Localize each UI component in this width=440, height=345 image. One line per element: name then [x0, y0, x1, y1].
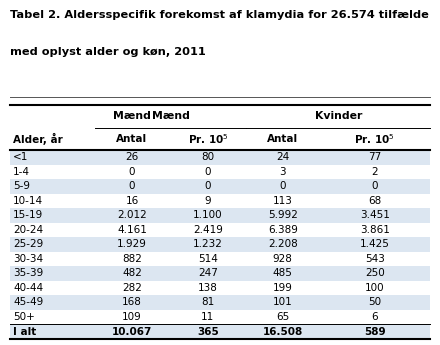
Text: 50+: 50+	[13, 312, 35, 322]
Text: 282: 282	[122, 283, 142, 293]
Text: 5-9: 5-9	[13, 181, 30, 191]
Text: 0: 0	[205, 181, 211, 191]
Text: 3.451: 3.451	[360, 210, 389, 220]
Text: 10.067: 10.067	[112, 326, 152, 336]
Bar	[10, 310, 430, 324]
Text: 1.929: 1.929	[117, 239, 147, 249]
Text: 589: 589	[364, 326, 385, 336]
Text: 113: 113	[273, 196, 293, 206]
Text: Pr. 10$^5$: Pr. 10$^5$	[354, 132, 395, 146]
Text: Antal: Antal	[267, 134, 298, 144]
Text: 35-39: 35-39	[13, 268, 44, 278]
Text: 0: 0	[279, 181, 286, 191]
Text: 1.425: 1.425	[360, 239, 389, 249]
Text: Kvinder: Kvinder	[315, 111, 362, 121]
Bar	[10, 179, 430, 194]
Text: 365: 365	[197, 326, 219, 336]
Text: 3: 3	[279, 167, 286, 177]
Bar	[10, 208, 430, 223]
Text: 1.100: 1.100	[193, 210, 223, 220]
Bar	[10, 266, 430, 281]
Text: 24: 24	[276, 152, 290, 162]
Text: Alder, år: Alder, år	[13, 133, 63, 145]
Text: 77: 77	[368, 152, 381, 162]
Text: <1: <1	[13, 152, 29, 162]
Bar	[10, 194, 430, 208]
Text: 2: 2	[371, 167, 378, 177]
Text: 4.161: 4.161	[117, 225, 147, 235]
Text: 45-49: 45-49	[13, 297, 44, 307]
Text: I alt: I alt	[13, 326, 37, 336]
Text: 6: 6	[371, 312, 378, 322]
Text: Mænd: Mænd	[113, 111, 151, 121]
Text: 2.419: 2.419	[193, 225, 223, 235]
Text: 1.232: 1.232	[193, 239, 223, 249]
Text: 543: 543	[365, 254, 385, 264]
Text: 168: 168	[122, 297, 142, 307]
Text: Tabel 2. Aldersspecifik forekomst af klamydia for 26.574 tilfælde: Tabel 2. Aldersspecifik forekomst af kla…	[10, 10, 429, 20]
Text: 81: 81	[201, 297, 215, 307]
Text: 16: 16	[125, 196, 139, 206]
Text: 485: 485	[273, 268, 293, 278]
Text: Mænd: Mænd	[151, 111, 190, 121]
Text: 928: 928	[273, 254, 293, 264]
Text: 0: 0	[129, 167, 135, 177]
Text: 15-19: 15-19	[13, 210, 44, 220]
Text: 50: 50	[368, 297, 381, 307]
Text: 40-44: 40-44	[13, 283, 43, 293]
Text: 16.508: 16.508	[263, 326, 303, 336]
Text: 100: 100	[365, 283, 385, 293]
Text: 109: 109	[122, 312, 142, 322]
Bar	[10, 295, 430, 310]
Text: 5.992: 5.992	[268, 210, 297, 220]
Text: Pr. 10$^5$: Pr. 10$^5$	[187, 132, 228, 146]
Text: 26: 26	[125, 152, 139, 162]
Bar	[10, 237, 430, 252]
Bar	[10, 165, 430, 179]
Text: 0: 0	[129, 181, 135, 191]
Text: 3.861: 3.861	[360, 225, 389, 235]
Bar	[10, 252, 430, 266]
Text: med oplyst alder og køn, 2011: med oplyst alder og køn, 2011	[10, 47, 205, 57]
Text: 9: 9	[205, 196, 211, 206]
Bar	[10, 150, 430, 165]
Text: 30-34: 30-34	[13, 254, 43, 264]
Text: 250: 250	[365, 268, 385, 278]
Text: 0: 0	[371, 181, 378, 191]
Text: 482: 482	[122, 268, 142, 278]
Bar	[10, 281, 430, 295]
Text: 247: 247	[198, 268, 218, 278]
Text: 0: 0	[205, 167, 211, 177]
Text: 101: 101	[273, 297, 293, 307]
Text: 2.208: 2.208	[268, 239, 297, 249]
Text: 2.012: 2.012	[117, 210, 147, 220]
Text: 138: 138	[198, 283, 218, 293]
Text: 199: 199	[273, 283, 293, 293]
Text: 514: 514	[198, 254, 218, 264]
Text: 20-24: 20-24	[13, 225, 43, 235]
Text: 11: 11	[201, 312, 215, 322]
Bar	[10, 223, 430, 237]
Text: Antal: Antal	[117, 134, 147, 144]
Text: 25-29: 25-29	[13, 239, 44, 249]
Bar	[10, 324, 430, 339]
Text: 1-4: 1-4	[13, 167, 30, 177]
Text: 65: 65	[276, 312, 290, 322]
Text: 68: 68	[368, 196, 381, 206]
Text: 882: 882	[122, 254, 142, 264]
Text: 10-14: 10-14	[13, 196, 43, 206]
Text: 80: 80	[202, 152, 214, 162]
Text: 6.389: 6.389	[268, 225, 297, 235]
